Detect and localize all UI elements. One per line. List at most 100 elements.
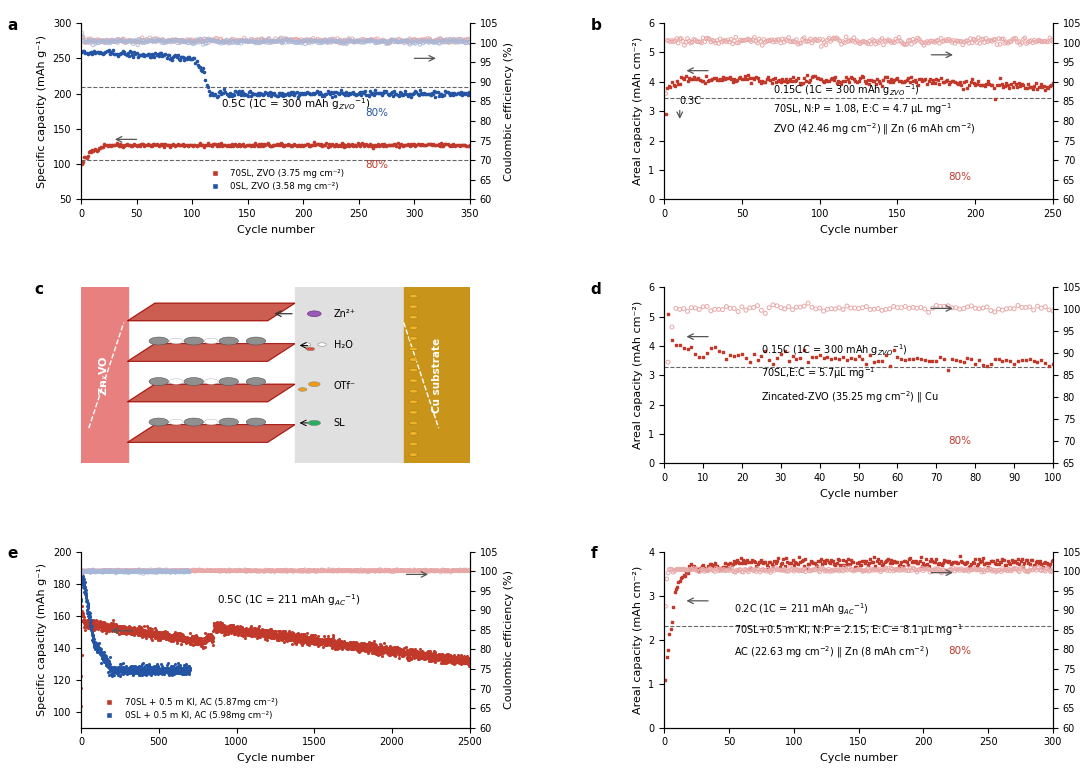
Point <box>368 564 386 577</box>
Ellipse shape <box>409 379 418 383</box>
Point <box>183 565 200 578</box>
Point <box>410 34 428 46</box>
Point <box>178 667 195 679</box>
Point <box>375 565 392 578</box>
Point <box>311 564 328 576</box>
Point <box>176 566 193 578</box>
Point <box>379 564 396 576</box>
Point <box>849 564 866 576</box>
Point <box>165 634 183 647</box>
Point <box>919 557 936 570</box>
Point <box>147 566 164 578</box>
Point <box>132 621 149 634</box>
Point <box>249 630 267 642</box>
Point <box>276 564 294 576</box>
Point <box>276 563 294 575</box>
Point <box>114 566 132 578</box>
Point <box>219 565 237 578</box>
Point <box>895 76 913 89</box>
Point <box>145 662 162 675</box>
Point <box>276 625 294 638</box>
Point <box>207 621 225 633</box>
Point <box>87 564 105 577</box>
Point <box>251 626 268 638</box>
Point <box>227 621 244 634</box>
Point <box>109 139 126 151</box>
Point <box>403 564 420 577</box>
Point <box>92 621 109 633</box>
Point <box>180 564 198 577</box>
Point <box>94 620 111 632</box>
Point <box>1007 563 1024 575</box>
Point <box>846 73 863 85</box>
Point <box>72 595 90 608</box>
Point <box>198 565 215 578</box>
Point <box>303 564 321 577</box>
Point <box>138 566 156 578</box>
Point <box>662 623 679 635</box>
Point <box>77 47 94 59</box>
Point <box>77 619 94 631</box>
Point <box>889 555 906 567</box>
Point <box>218 624 235 637</box>
Point <box>319 35 336 47</box>
Point <box>456 564 473 577</box>
Point <box>981 557 998 569</box>
Point <box>308 565 325 578</box>
Point <box>113 566 131 578</box>
Point <box>149 665 166 678</box>
Point <box>972 556 989 568</box>
Point <box>339 638 356 651</box>
Point <box>285 564 302 577</box>
Point <box>389 645 406 658</box>
Point <box>455 657 472 669</box>
Point <box>162 565 179 578</box>
Point <box>742 556 759 568</box>
Point <box>122 565 139 578</box>
Point <box>233 139 251 151</box>
Point <box>100 662 118 675</box>
Point <box>923 77 941 89</box>
Point <box>294 628 311 641</box>
Point <box>386 642 403 654</box>
Point <box>141 628 159 640</box>
Point <box>319 638 336 651</box>
Point <box>253 565 270 578</box>
Point <box>192 565 210 578</box>
Point <box>92 564 109 577</box>
Point <box>174 567 191 579</box>
Point <box>329 634 347 647</box>
Point <box>434 654 451 666</box>
Point <box>329 87 347 99</box>
Point <box>147 564 164 577</box>
Point <box>96 564 113 577</box>
Point <box>113 564 131 577</box>
Point <box>321 637 338 649</box>
Point <box>380 649 397 661</box>
Point <box>268 564 285 577</box>
Point <box>359 640 376 652</box>
Point <box>175 564 192 577</box>
Point <box>98 566 116 578</box>
Point <box>232 564 249 576</box>
Point <box>166 139 184 152</box>
Point <box>106 621 123 633</box>
Point <box>259 564 276 577</box>
Point <box>108 661 125 674</box>
Point <box>437 651 455 663</box>
Point <box>76 578 93 591</box>
Point <box>76 615 93 628</box>
Point <box>426 35 443 47</box>
Point <box>810 564 827 577</box>
Point <box>350 565 367 578</box>
Point <box>295 565 312 578</box>
Point <box>687 564 704 576</box>
Point <box>846 353 863 365</box>
Point <box>108 566 125 578</box>
Point <box>294 139 311 151</box>
Point <box>172 36 189 49</box>
Point <box>400 565 417 578</box>
Point <box>78 618 95 630</box>
Text: 70SL,E:C = 5.7μL mg$^{-1}$: 70SL,E:C = 5.7μL mg$^{-1}$ <box>761 365 876 381</box>
Point <box>405 564 422 577</box>
